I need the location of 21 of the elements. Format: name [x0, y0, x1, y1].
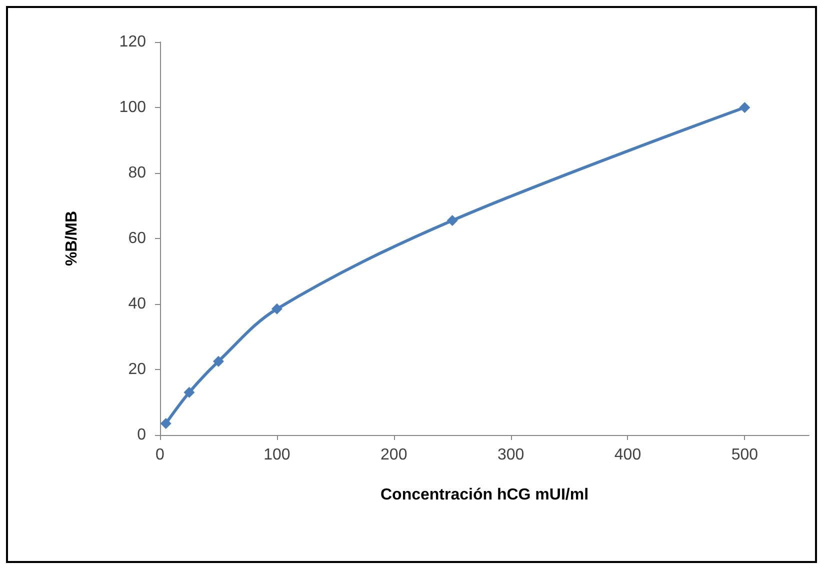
point	[271, 303, 282, 314]
x-tick-label: 200	[380, 446, 408, 464]
x-tick-label: 0	[156, 446, 165, 464]
y-axis-title: %B/MB	[64, 210, 80, 266]
x-tick-label: 100	[264, 446, 290, 464]
y-tick-label: 40	[128, 296, 146, 312]
point	[184, 386, 195, 398]
x-tick-label: 400	[614, 446, 642, 464]
point	[739, 102, 750, 113]
point	[212, 356, 224, 367]
point	[446, 214, 458, 226]
x-tick-label: 500	[731, 446, 758, 464]
y-tick-label: 80	[128, 164, 146, 182]
y-tick-label: 20	[128, 361, 146, 378]
y-tick-label: 0	[137, 426, 146, 444]
x-tick-label: 300	[497, 446, 524, 464]
y-tick-label: 120	[119, 34, 146, 50]
y-tick-label: 100	[119, 99, 146, 116]
point	[160, 418, 172, 430]
y-tick-label: 60	[128, 230, 146, 247]
x-axis-title: Concentración hCG mUI/ml	[380, 486, 589, 504]
